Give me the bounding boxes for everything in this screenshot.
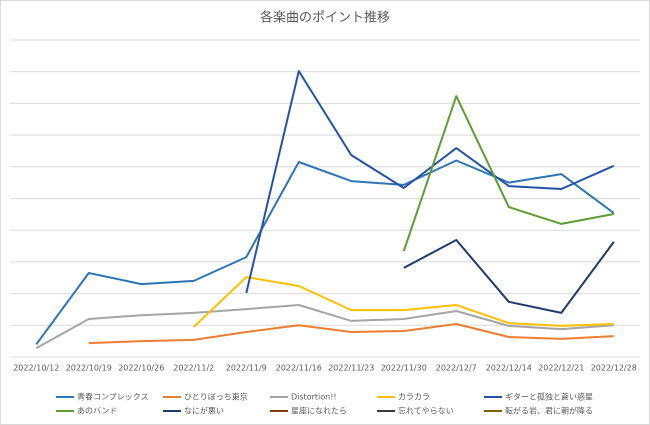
x-tick-label: 2022/11/9: [226, 364, 267, 373]
legend-label: 青春コンプレックス: [77, 392, 149, 402]
x-tick-label: 2022/12/14: [486, 364, 532, 373]
legend-label: ギターと孤独と蒼い惑星: [505, 392, 593, 402]
x-tick-label: 2022/12/28: [591, 364, 637, 373]
series-line: [245, 70, 615, 294]
x-tick-label: 2022/10/26: [118, 364, 164, 373]
series-line: [88, 323, 614, 345]
legend-label: なにが悪い: [184, 406, 224, 416]
series-line: [402, 95, 614, 252]
series-line: [193, 276, 614, 328]
x-tick-label: 2022/10/12: [13, 364, 59, 373]
series-line: [403, 239, 615, 314]
legend-label: Distortion!!: [291, 393, 337, 402]
x-tick-label: 2022/12/7: [436, 364, 477, 373]
series-line: [35, 304, 614, 349]
legend-label: 星座になれたら: [291, 406, 347, 416]
x-tick-label: 2022/10/19: [66, 364, 112, 373]
x-tick-label: 2022/11/2: [173, 364, 214, 373]
series-line: [35, 159, 615, 345]
legend-label: 忘れてやらない: [398, 406, 454, 416]
legend-label: ひとりぼっち東京: [184, 392, 248, 402]
x-tick-label: 2022/11/23: [328, 364, 374, 373]
x-tick-label: 2022/12/21: [538, 364, 584, 373]
x-tick-label: 2022/11/30: [381, 364, 427, 373]
legend-label: カラカラ: [398, 393, 430, 402]
x-tick-label: 2022/11/16: [276, 364, 322, 373]
legend-label: 転がる岩、君に朝が降る: [505, 406, 593, 416]
chart-title: 各楽曲のポイント推移: [260, 10, 390, 26]
legend-label: あのバンド: [77, 407, 117, 416]
